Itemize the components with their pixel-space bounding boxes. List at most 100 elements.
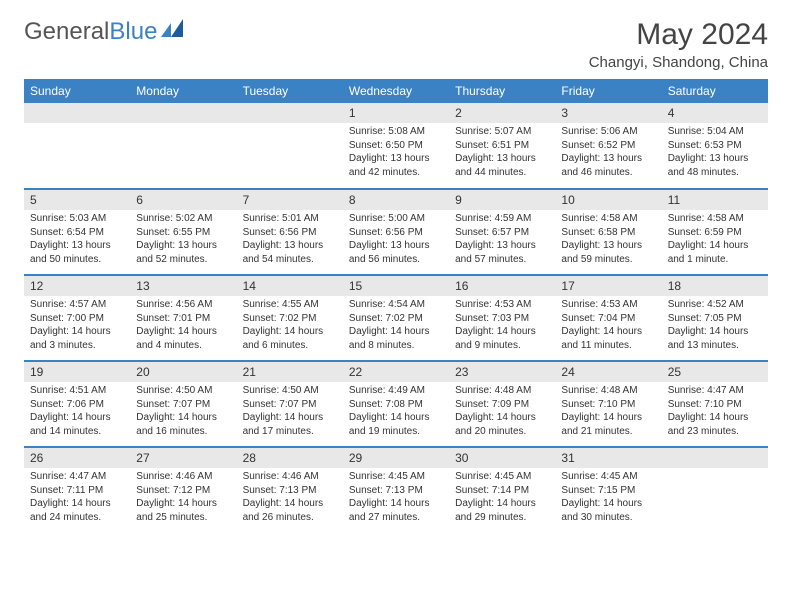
cell-line: and 13 minutes.: [668, 339, 762, 353]
calendar-cell: 29Sunrise: 4:45 AMSunset: 7:13 PMDayligh…: [343, 447, 449, 533]
calendar-cell: 18Sunrise: 4:52 AMSunset: 7:05 PMDayligh…: [662, 275, 768, 361]
day-number: 22: [343, 362, 449, 382]
cell-line: Sunset: 7:15 PM: [561, 484, 655, 498]
cell-body: Sunrise: 4:49 AMSunset: 7:08 PMDaylight:…: [343, 382, 449, 442]
cell-line: Sunrise: 4:55 AM: [243, 298, 337, 312]
cell-line: Sunset: 7:08 PM: [349, 398, 443, 412]
cell-line: Daylight: 13 hours: [349, 239, 443, 253]
cell-line: Sunrise: 4:58 AM: [668, 212, 762, 226]
calendar-cell: 10Sunrise: 4:58 AMSunset: 6:58 PMDayligh…: [555, 189, 661, 275]
cell-body: Sunrise: 4:46 AMSunset: 7:12 PMDaylight:…: [130, 468, 236, 528]
calendar-cell: 6Sunrise: 5:02 AMSunset: 6:55 PMDaylight…: [130, 189, 236, 275]
cell-line: Daylight: 14 hours: [455, 325, 549, 339]
calendar-cell: 27Sunrise: 4:46 AMSunset: 7:12 PMDayligh…: [130, 447, 236, 533]
cell-line: Sunrise: 4:47 AM: [30, 470, 124, 484]
cell-body: Sunrise: 4:45 AMSunset: 7:14 PMDaylight:…: [449, 468, 555, 528]
cell-body: Sunrise: 4:58 AMSunset: 6:59 PMDaylight:…: [662, 210, 768, 270]
cell-line: and 24 minutes.: [30, 511, 124, 525]
day-number: 21: [237, 362, 343, 382]
cell-line: Sunrise: 4:45 AM: [561, 470, 655, 484]
cell-line: Sunset: 7:07 PM: [136, 398, 230, 412]
brand-logo: GeneralBlue: [24, 18, 189, 46]
cell-line: Sunrise: 4:54 AM: [349, 298, 443, 312]
day-number: 16: [449, 276, 555, 296]
calendar-cell: 28Sunrise: 4:46 AMSunset: 7:13 PMDayligh…: [237, 447, 343, 533]
day-number: 23: [449, 362, 555, 382]
cell-line: Sunrise: 5:01 AM: [243, 212, 337, 226]
day-header: Thursday: [449, 79, 555, 103]
cell-body: [237, 123, 343, 129]
cell-line: and 54 minutes.: [243, 253, 337, 267]
day-number: 8: [343, 190, 449, 210]
cell-line: and 44 minutes.: [455, 166, 549, 180]
cell-line: Sunrise: 5:08 AM: [349, 125, 443, 139]
cell-line: Sunrise: 5:00 AM: [349, 212, 443, 226]
calendar-cell: 3Sunrise: 5:06 AMSunset: 6:52 PMDaylight…: [555, 103, 661, 189]
day-number: 1: [343, 103, 449, 123]
cell-line: Sunset: 7:12 PM: [136, 484, 230, 498]
day-number: 12: [24, 276, 130, 296]
cell-line: Daylight: 14 hours: [243, 411, 337, 425]
calendar-cell: 25Sunrise: 4:47 AMSunset: 7:10 PMDayligh…: [662, 361, 768, 447]
cell-line: Daylight: 14 hours: [561, 325, 655, 339]
cell-line: Sunset: 6:52 PM: [561, 139, 655, 153]
cell-line: and 4 minutes.: [136, 339, 230, 353]
day-number: 31: [555, 448, 661, 468]
day-header: Sunday: [24, 79, 130, 103]
calendar-cell: [24, 103, 130, 189]
calendar-cell: 8Sunrise: 5:00 AMSunset: 6:56 PMDaylight…: [343, 189, 449, 275]
cell-line: and 27 minutes.: [349, 511, 443, 525]
cell-line: Sunrise: 4:48 AM: [455, 384, 549, 398]
cell-body: [130, 123, 236, 129]
calendar-cell: 1Sunrise: 5:08 AMSunset: 6:50 PMDaylight…: [343, 103, 449, 189]
cell-line: and 48 minutes.: [668, 166, 762, 180]
day-header: Friday: [555, 79, 661, 103]
calendar-cell: 24Sunrise: 4:48 AMSunset: 7:10 PMDayligh…: [555, 361, 661, 447]
cell-line: and 3 minutes.: [30, 339, 124, 353]
cell-line: Daylight: 14 hours: [668, 325, 762, 339]
cell-line: Daylight: 14 hours: [668, 239, 762, 253]
cell-body: Sunrise: 5:07 AMSunset: 6:51 PMDaylight:…: [449, 123, 555, 183]
day-number: [237, 103, 343, 123]
cell-line: Sunset: 7:03 PM: [455, 312, 549, 326]
cell-body: Sunrise: 4:53 AMSunset: 7:03 PMDaylight:…: [449, 296, 555, 356]
calendar-cell: 11Sunrise: 4:58 AMSunset: 6:59 PMDayligh…: [662, 189, 768, 275]
brand-part1: General: [24, 18, 109, 46]
cell-line: Sunrise: 5:06 AM: [561, 125, 655, 139]
cell-line: and 21 minutes.: [561, 425, 655, 439]
page-header: GeneralBlue May 2024 Changyi, Shandong, …: [24, 18, 768, 71]
cell-line: Daylight: 14 hours: [561, 497, 655, 511]
cell-body: [662, 468, 768, 474]
cell-line: Sunset: 7:13 PM: [349, 484, 443, 498]
cell-line: Daylight: 14 hours: [30, 497, 124, 511]
cell-body: Sunrise: 4:50 AMSunset: 7:07 PMDaylight:…: [237, 382, 343, 442]
calendar-week-row: 5Sunrise: 5:03 AMSunset: 6:54 PMDaylight…: [24, 189, 768, 275]
cell-body: Sunrise: 4:56 AMSunset: 7:01 PMDaylight:…: [130, 296, 236, 356]
cell-body: Sunrise: 4:48 AMSunset: 7:10 PMDaylight:…: [555, 382, 661, 442]
calendar-cell: 7Sunrise: 5:01 AMSunset: 6:56 PMDaylight…: [237, 189, 343, 275]
day-number: 9: [449, 190, 555, 210]
cell-line: and 50 minutes.: [30, 253, 124, 267]
cell-line: and 8 minutes.: [349, 339, 443, 353]
day-number: 29: [343, 448, 449, 468]
cell-line: Sunrise: 4:50 AM: [243, 384, 337, 398]
cell-body: Sunrise: 4:55 AMSunset: 7:02 PMDaylight:…: [237, 296, 343, 356]
calendar-cell: 21Sunrise: 4:50 AMSunset: 7:07 PMDayligh…: [237, 361, 343, 447]
day-number: [24, 103, 130, 123]
cell-line: and 30 minutes.: [561, 511, 655, 525]
day-number: 14: [237, 276, 343, 296]
cell-body: Sunrise: 4:45 AMSunset: 7:13 PMDaylight:…: [343, 468, 449, 528]
day-number: [130, 103, 236, 123]
calendar-cell: 15Sunrise: 4:54 AMSunset: 7:02 PMDayligh…: [343, 275, 449, 361]
day-number: 20: [130, 362, 236, 382]
cell-line: Sunset: 6:59 PM: [668, 226, 762, 240]
day-number: 24: [555, 362, 661, 382]
calendar-table: SundayMondayTuesdayWednesdayThursdayFrid…: [24, 79, 768, 533]
brand-part2: Blue: [109, 18, 157, 46]
cell-body: Sunrise: 4:51 AMSunset: 7:06 PMDaylight:…: [24, 382, 130, 442]
calendar-week-row: 1Sunrise: 5:08 AMSunset: 6:50 PMDaylight…: [24, 103, 768, 189]
cell-line: Sunset: 6:55 PM: [136, 226, 230, 240]
cell-line: Daylight: 14 hours: [455, 411, 549, 425]
cell-line: and 16 minutes.: [136, 425, 230, 439]
cell-line: Sunset: 7:02 PM: [349, 312, 443, 326]
